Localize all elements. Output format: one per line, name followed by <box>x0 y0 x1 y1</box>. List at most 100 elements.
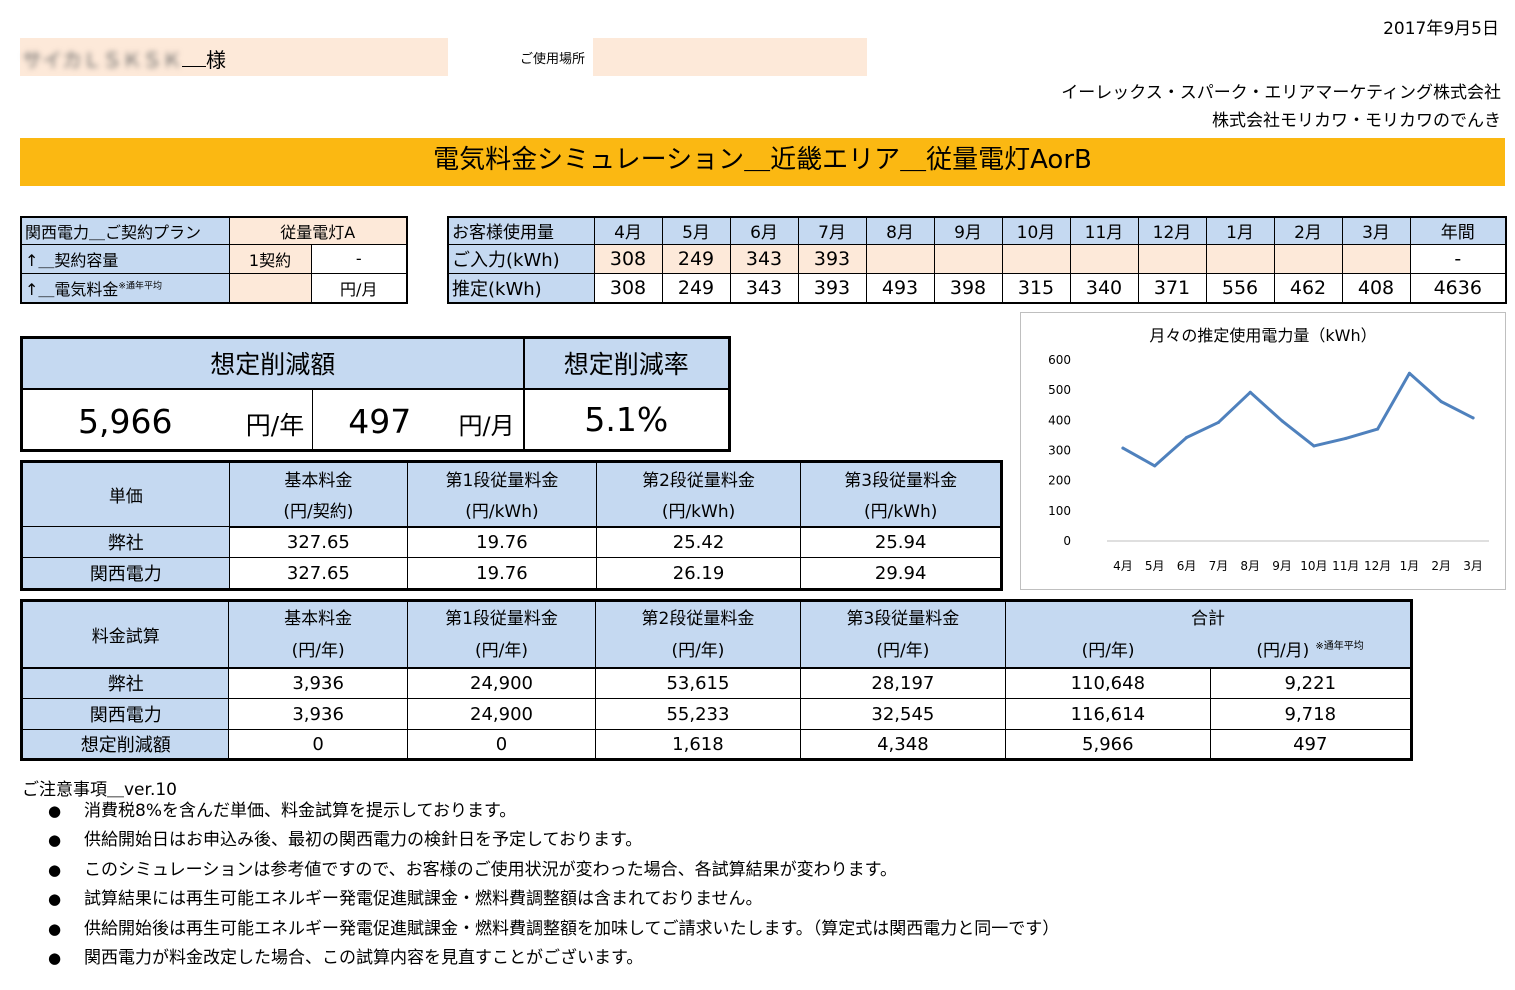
usage-input-cell[interactable] <box>1137 243 1207 274</box>
unit-price-unit: (円/kWh) <box>800 493 1002 528</box>
y-tick-label: 100 <box>1048 504 1071 518</box>
list-item: 供給開始後は再生可能エネルギー発電促進賦課金・燃料費調整額を加味してご請求いたし… <box>22 915 1222 945</box>
trial-cell: 9,718 <box>1209 698 1413 730</box>
usage-estimate-cell: 393 <box>797 272 867 304</box>
month-header: 11月 <box>1069 216 1139 245</box>
month-header: 12月 <box>1137 216 1207 245</box>
month-header: 6月 <box>729 216 799 245</box>
month-header: 5月 <box>661 216 731 245</box>
trial-cell: 24,900 <box>406 698 597 730</box>
usage-estimate-cell: 408 <box>1341 272 1411 304</box>
chart-plot: 0 100 200 300 400 500 600 4月 5月 6月 7月 8月 9月 10月 11月 12月… <box>1048 353 1489 573</box>
month-header: 7月 <box>797 216 867 245</box>
plan-label: 関西電力＿ご契約プラン <box>20 216 230 245</box>
chart-title: 月々の推定使用電力量（kWh） <box>1149 326 1377 345</box>
list-item: 供給開始日はお申込み後、最初の関西電力の検針日を予定しております。 <box>22 826 1222 856</box>
row-label: 弊社 <box>21 526 230 558</box>
fee-note: ※通年平均 <box>118 281 162 292</box>
savings-yearly-value: 5,966 <box>78 401 173 441</box>
plan-value[interactable]: 従量電灯A <box>228 216 408 245</box>
usage-input-cell[interactable]: 393 <box>797 243 867 274</box>
x-tick-label: 10月 <box>1300 559 1327 573</box>
data-point <box>1471 416 1475 420</box>
y-tick-label: 200 <box>1048 474 1071 488</box>
savings-monthly-value: 497 <box>348 401 412 441</box>
x-tick-label: 4月 <box>1113 559 1133 573</box>
list-item: 消費税8%を含んだ単価、料金試算を提示しております。 <box>22 797 1222 827</box>
usage-input-cell[interactable] <box>1273 243 1343 274</box>
data-point <box>1121 446 1125 450</box>
usage-estimate-row: 推定(kWh) 308 249 343 393 493 398 315 340 … <box>447 272 1507 304</box>
usage-input-cell[interactable]: 308 <box>593 243 663 274</box>
x-tick-label: 9月 <box>1272 559 1292 573</box>
trial-header: 第3段従量料金 <box>799 600 1006 631</box>
month-header: 1月 <box>1205 216 1275 245</box>
trial-cell: 1,618 <box>595 729 801 760</box>
contract-table: 関西電力＿ご契約プラン 従量電灯A ↑＿契約容量 1契約 - ↑＿電気料金※通年… <box>20 216 409 304</box>
notes-title: ご注意事項＿ver.10 <box>22 780 177 800</box>
customer-name-box <box>20 38 448 76</box>
unit-price-cell: 25.42 <box>595 526 802 558</box>
trial-cell: 3,936 <box>228 698 408 730</box>
usage-input-cell[interactable] <box>865 243 935 274</box>
savings-rate-label: 想定削減率 <box>523 337 730 390</box>
usage-input-annual: - <box>1409 243 1507 274</box>
trial-cell: 116,614 <box>1005 698 1211 730</box>
trial-table: 料金試算 基本料金 第1段従量料金 第2段従量料金 第3段従量料金 合計 (円/… <box>20 599 1413 761</box>
usage-estimate-cell: 343 <box>729 272 799 304</box>
fee-value[interactable] <box>228 272 312 304</box>
usage-estimate-label: 推定(kWh) <box>447 272 595 304</box>
month-header: 8月 <box>865 216 935 245</box>
unit-price-header: 第1段従量料金 <box>407 461 597 494</box>
list-item: このシミュレーションは参考値ですので、お客様のご使用状況が変わった場合、各試算結… <box>22 856 1222 886</box>
usage-input-cell[interactable] <box>1069 243 1139 274</box>
unit-price-cell: 29.94 <box>800 557 1002 590</box>
usage-input-cell[interactable]: 249 <box>661 243 731 274</box>
usage-chart: 月々の推定使用電力量（kWh） 0 100 200 300 400 500 600 4月 5月 6… <box>1020 312 1506 590</box>
customer-honorific: 様 <box>206 48 226 72</box>
capacity-label: ↑＿契約容量 <box>20 243 230 274</box>
data-point <box>1248 390 1252 394</box>
usage-estimate-cell: 315 <box>1001 272 1071 304</box>
row-label: 想定削減額 <box>20 729 230 760</box>
unit-price-cell: 327.65 <box>228 526 409 558</box>
month-header: 9月 <box>933 216 1003 245</box>
data-point <box>1376 427 1380 431</box>
usage-input-cell[interactable] <box>1205 243 1275 274</box>
trial-header: 第1段従量料金 <box>406 600 596 631</box>
usage-estimate-cell: 462 <box>1273 272 1343 304</box>
page-title-text: 電気料金シミュレーション＿近畿エリア＿従量電灯AorB <box>433 145 1092 175</box>
unit-price-unit: (円/kWh) <box>407 493 597 528</box>
month-header: 3月 <box>1341 216 1411 245</box>
usage-estimate-cell: 493 <box>865 272 935 304</box>
savings-rate-value: 5.1% <box>584 399 669 439</box>
usage-input-cell[interactable] <box>1341 243 1411 274</box>
location-label: ご使用場所 <box>520 52 586 67</box>
unit-price-cell: 19.76 <box>407 526 597 558</box>
usage-estimate-cell: 308 <box>593 272 663 304</box>
capacity-extra: - <box>310 243 408 274</box>
capacity-value[interactable]: 1契約 <box>228 243 312 274</box>
series-line <box>1121 371 1475 468</box>
usage-estimate-annual: 4636 <box>1409 272 1507 304</box>
y-tick-label: 300 <box>1048 444 1071 458</box>
issue-date: 2017年9月5日 <box>1383 19 1499 39</box>
data-point <box>1185 436 1189 440</box>
savings-yearly-cell: 5,966 円/年 <box>21 388 314 451</box>
usage-input-cell[interactable] <box>1001 243 1071 274</box>
savings-monthly-unit: 円/月 <box>458 411 515 440</box>
trial-cell: 53,615 <box>595 667 801 699</box>
trial-cell: 110,648 <box>1005 667 1211 699</box>
unit-price-label: 単価 <box>21 461 230 527</box>
y-tick-label: 0 <box>1063 534 1071 548</box>
trial-header: 第2段従量料金 <box>595 600 801 631</box>
trial-unit: (円/年) <box>595 630 801 669</box>
usage-input-label: ご入力(kWh) <box>447 243 595 274</box>
y-tick-label: 500 <box>1048 383 1071 397</box>
usage-estimate-cell: 371 <box>1137 272 1207 304</box>
x-tick-label: 5月 <box>1145 559 1165 573</box>
usage-input-cell[interactable] <box>933 243 1003 274</box>
customer-name-blurred: サイカＬＳＫＳＫ <box>22 48 182 72</box>
usage-input-cell[interactable]: 343 <box>729 243 799 274</box>
month-header: 10月 <box>1001 216 1071 245</box>
